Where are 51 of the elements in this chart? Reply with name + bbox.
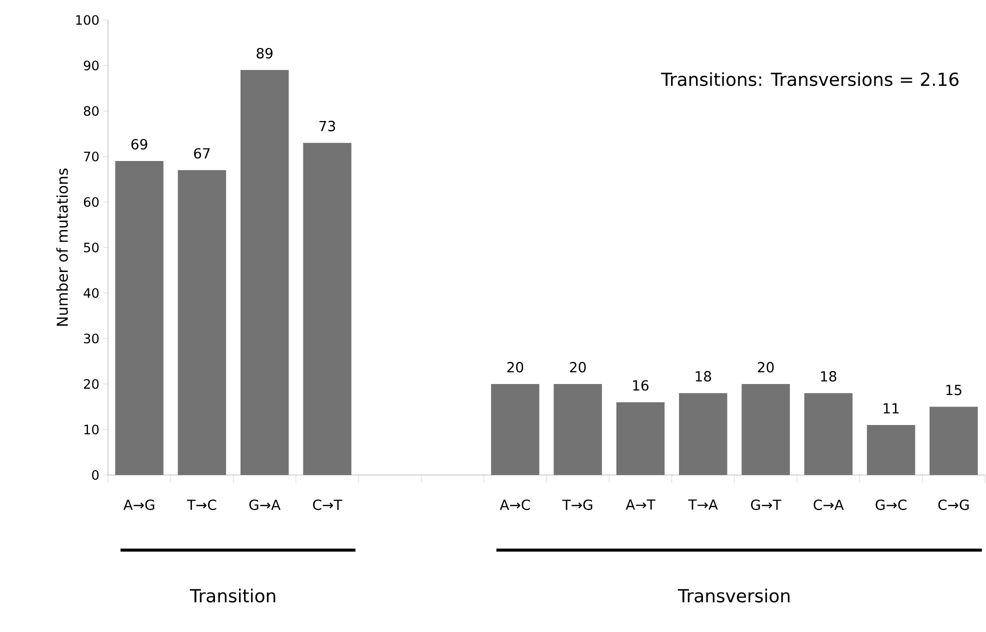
y-tick-label: 10 [84,424,99,434]
bar [178,170,226,475]
bar [554,384,602,475]
x-tick-label: T→C [186,500,216,510]
x-tick-label: T→G [562,500,592,510]
y-tick-label: 30 [84,334,99,344]
bar [742,384,790,475]
bar [616,402,665,475]
data-label: 67 [194,148,210,159]
x-tick-label: C→T [313,500,342,510]
bar [240,70,289,475]
text: Transition [190,588,276,603]
y-tick-label: 90 [84,60,99,70]
data-label: 20 [570,362,586,372]
bar [678,393,728,475]
data-label: 18 [821,371,836,382]
x-tick-label: C→G [938,500,969,510]
bar [303,142,352,475]
y-tick-label: 80 [84,106,99,116]
data-label: 73 [320,120,336,132]
data-label: 16 [633,380,648,391]
x-tick-label: G→A [249,500,281,510]
bar [930,406,978,475]
x-tick-label: T→A [688,500,718,510]
x-tick-label: A→G [123,500,154,510]
bar [491,384,540,475]
x-tick-label: G→C [876,500,906,510]
x-tick-label: A→C [500,500,530,510]
text: Transversion [678,588,790,603]
data-label: 18 [696,371,712,382]
bar [804,393,853,475]
data-label: 11 [884,403,899,414]
annotation: Transitions: Transversions = 2.16 [661,72,958,86]
x-tick-label: C→A [814,500,844,510]
y-tick-label: 20 [84,379,99,389]
bar [115,161,164,475]
y-tick-label: 0 [92,470,99,480]
data-label: 20 [507,362,524,372]
x-tick-label: G→T [751,500,782,510]
y-tick-label: 70 [84,152,99,162]
x-tick-label: A→T [626,500,656,510]
data-label: 89 [256,48,272,59]
y-tick-label: 100 [76,15,99,25]
bar [866,424,916,475]
data-label: 20 [758,362,774,372]
y-tick-label: 40 [84,288,99,298]
data-label: 69 [131,138,148,150]
data-label: 15 [946,384,962,396]
y-axis-title: Number of mutations [56,168,68,326]
y-tick-label: 50 [84,242,99,252]
y-tick-label: 60 [84,197,99,207]
